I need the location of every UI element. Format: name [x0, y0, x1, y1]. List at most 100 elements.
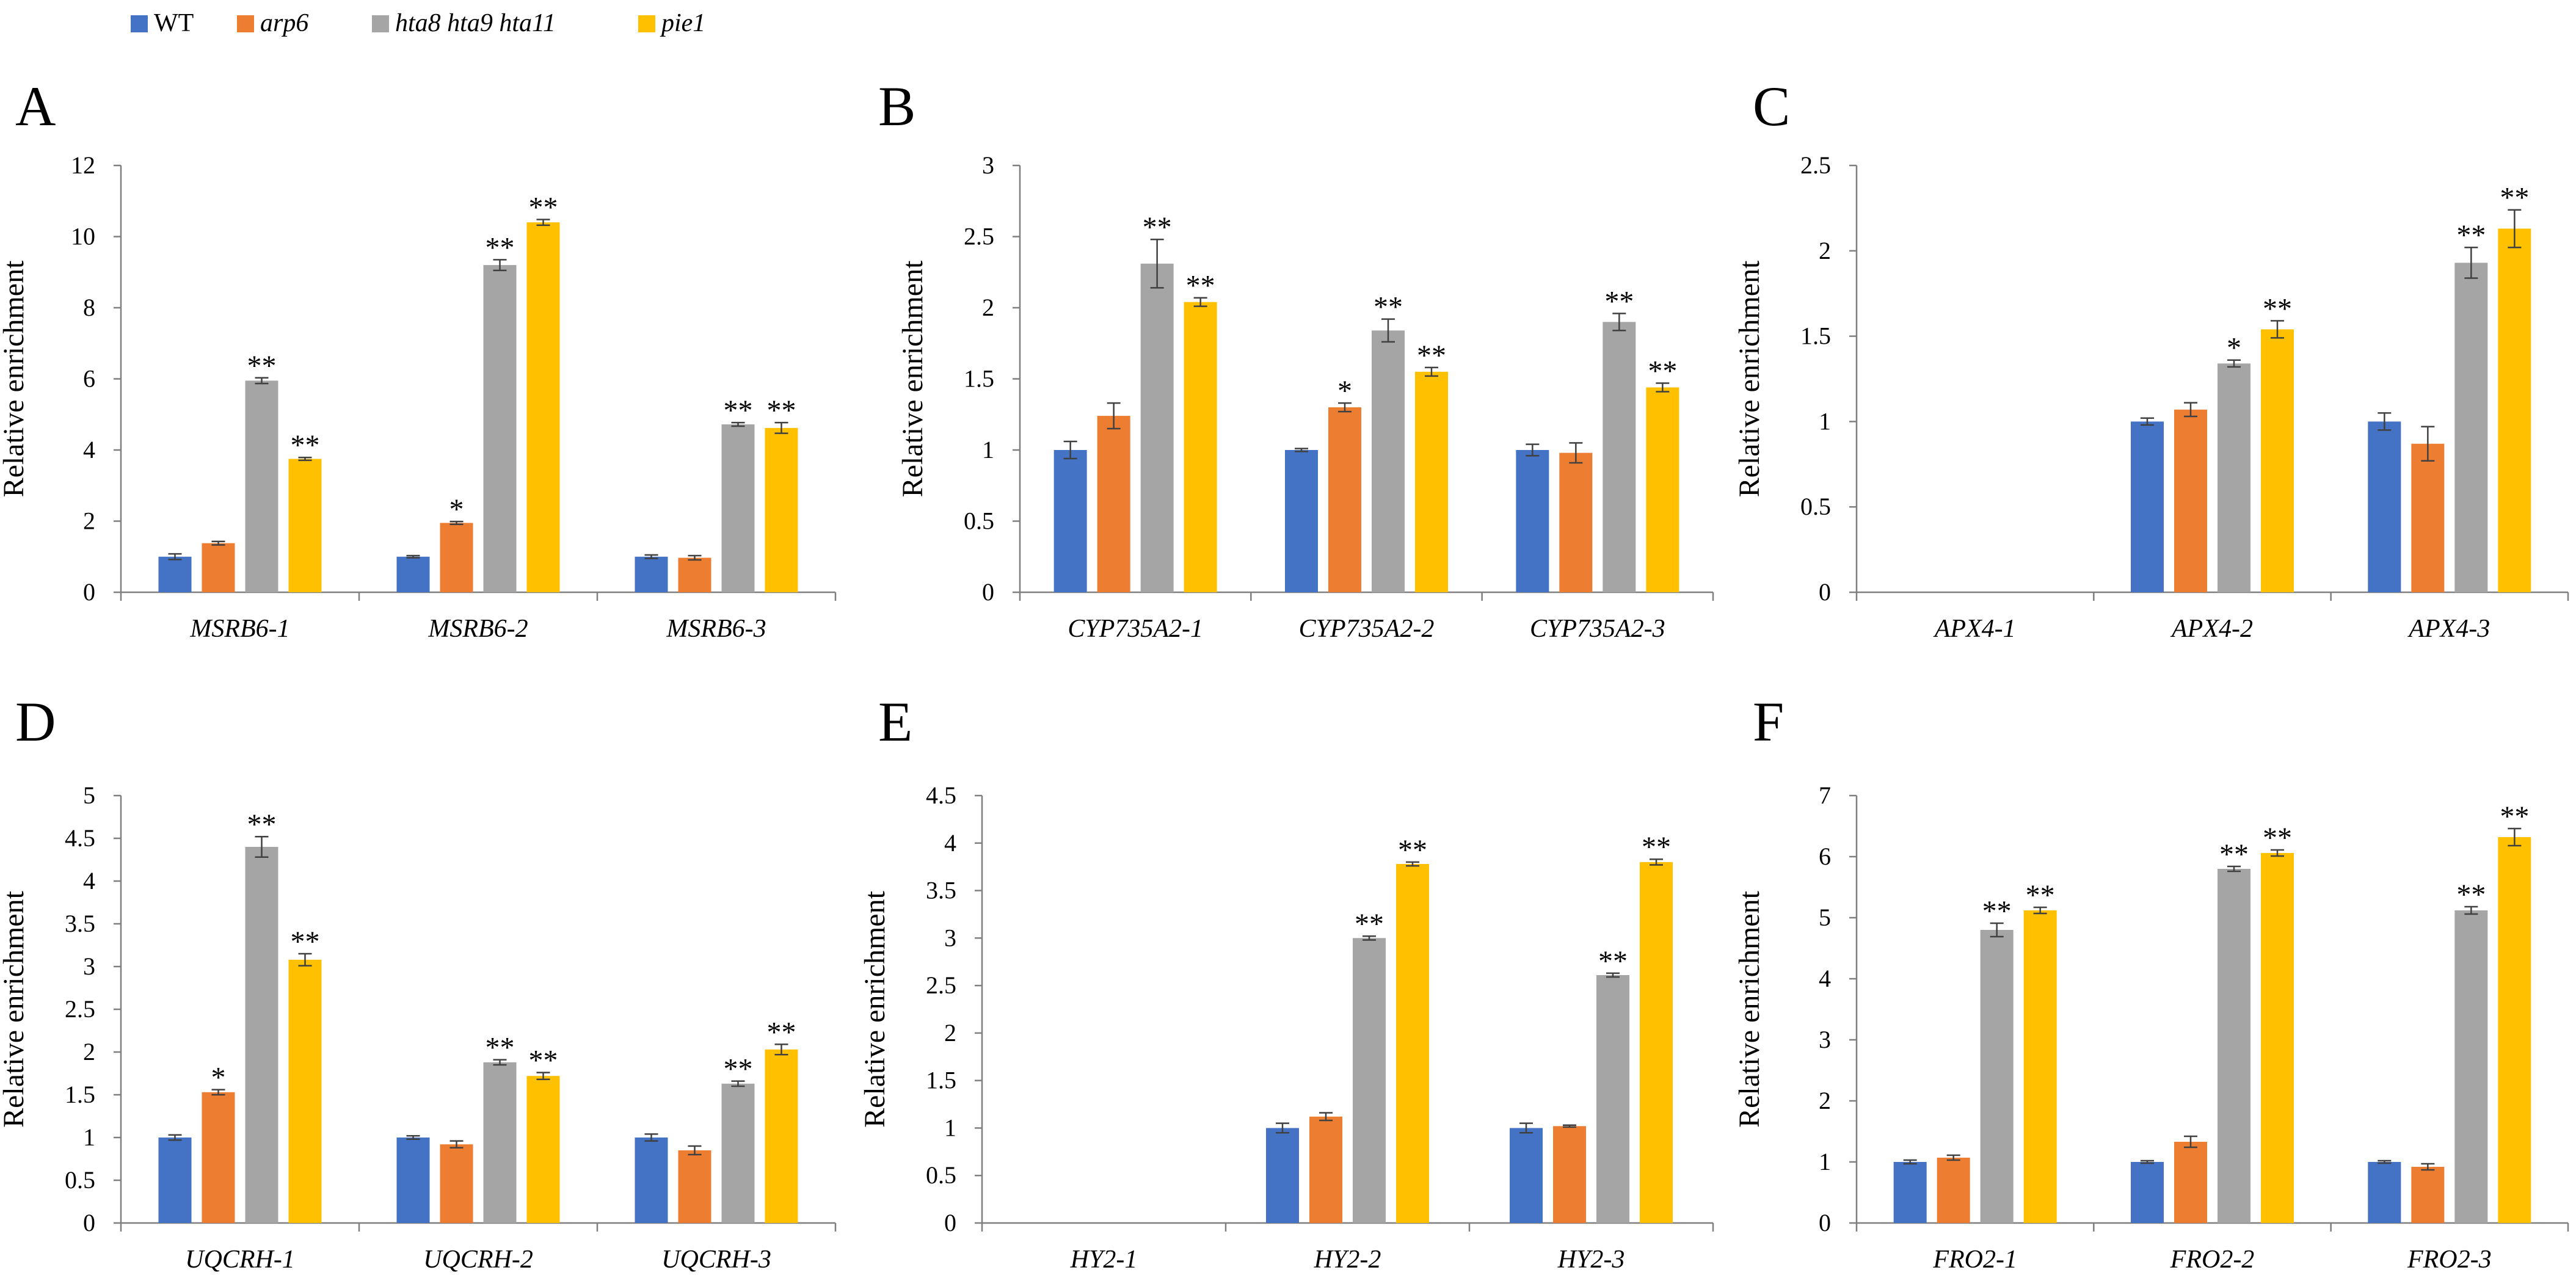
- y-tick-label: 1.5: [926, 1067, 956, 1094]
- bar: [1140, 263, 1174, 592]
- significance-label: **: [2500, 800, 2529, 833]
- significance-label: **: [1417, 339, 1446, 372]
- significance-label: **: [1355, 908, 1384, 940]
- bar: [483, 1062, 517, 1223]
- legend: WT arp6 hta8 hta9 hta11 pie1: [131, 9, 705, 37]
- legend-item: arp6: [237, 9, 308, 37]
- bar: [2454, 263, 2488, 592]
- significance-label: **: [2263, 822, 2292, 854]
- legend-item: WT: [131, 9, 194, 37]
- x-tick-label: UQCRH-2: [423, 1246, 533, 1274]
- bar: [1646, 387, 1679, 592]
- y-tick-label: 10: [71, 223, 95, 250]
- y-tick-label: 3.5: [926, 877, 956, 904]
- significance-label: **: [247, 350, 277, 382]
- y-tick-label: 0.5: [964, 507, 994, 535]
- bar: [1372, 330, 1405, 592]
- significance-label: **: [1642, 831, 1671, 863]
- bar: [1097, 416, 1130, 592]
- bar: [2218, 363, 2250, 592]
- bar: [483, 265, 517, 593]
- significance-label: **: [247, 808, 277, 841]
- y-tick-label: 4.5: [926, 782, 956, 809]
- y-tick-label: 4.5: [65, 824, 95, 852]
- y-tick-label: 0: [83, 578, 95, 606]
- bar: [2411, 1167, 2445, 1223]
- bar: [526, 222, 560, 592]
- bar: [2174, 1142, 2207, 1223]
- significance-label: **: [1604, 285, 1634, 318]
- significance-label: **: [1982, 895, 2012, 927]
- significance-label: **: [1598, 945, 1628, 978]
- panel-c: C 0 0.5 1 1.5 2 2.5 Relative enrichment APX4-1 AP…: [1733, 75, 2569, 643]
- bar: [2131, 421, 2164, 592]
- y-tick-label: 4: [83, 436, 95, 463]
- bar: [2023, 910, 2057, 1223]
- bar: [158, 1138, 192, 1223]
- x-tick-label: APX4-3: [2407, 615, 2490, 643]
- panel-letter: E: [878, 691, 912, 753]
- significance-label: **: [1186, 270, 1215, 302]
- panel-d: D 0 0.5 1 1.5 2 2.5 3 3.5 4 4.5 5 Relative enrichmen…: [0, 691, 837, 1274]
- bar: [1516, 450, 1549, 592]
- bar: [440, 1144, 473, 1223]
- bar: [1328, 407, 1361, 592]
- significance-label: *: [211, 1062, 226, 1094]
- bar: [1640, 862, 1673, 1223]
- significance-label: **: [529, 1045, 558, 1077]
- significance-label: **: [486, 231, 515, 264]
- significance-label: **: [1398, 834, 1427, 866]
- significance-label: *: [1337, 375, 1352, 407]
- y-tick-label: 1: [83, 1123, 95, 1151]
- bar: [1893, 1162, 1927, 1223]
- bar: [288, 959, 322, 1223]
- y-axis-title: Relative enrichment: [1733, 260, 1766, 498]
- bar: [2368, 421, 2401, 592]
- legend-item: hta8 hta9 hta11: [372, 9, 556, 37]
- bar: [245, 380, 278, 592]
- legend-swatch: [131, 15, 148, 32]
- bar: [721, 1083, 755, 1223]
- bar: [2131, 1162, 2164, 1223]
- bar: [635, 556, 668, 592]
- y-tick-label: 0.5: [1800, 493, 1831, 520]
- panel-letter: A: [15, 75, 56, 137]
- panel-f: F 0 1 2 3 4 5 6 7 Relative enrichment FRO2-1 ** ** FR…: [1733, 691, 2569, 1274]
- significance-label: **: [724, 394, 753, 427]
- legend-label: pie1: [660, 9, 705, 37]
- bar: [1596, 975, 1629, 1223]
- y-axis-title: Relative enrichment: [0, 890, 30, 1128]
- legend-label: WT: [154, 9, 194, 37]
- bar: [2174, 409, 2207, 592]
- significance-label: **: [2263, 292, 2292, 325]
- x-tick-label: FRO2-1: [1932, 1246, 2017, 1274]
- y-tick-label: 2.5: [964, 223, 994, 250]
- y-tick-label: 4: [83, 867, 95, 895]
- y-tick-label: 0.5: [65, 1166, 95, 1194]
- y-tick-label: 2.5: [926, 971, 956, 999]
- bar: [526, 1076, 560, 1223]
- bar: [2261, 853, 2294, 1223]
- y-tick-label: 6: [1819, 843, 1831, 870]
- significance-label: **: [1143, 211, 1172, 244]
- panel-letter: B: [878, 75, 915, 137]
- x-tick-label: UQCRH-1: [185, 1246, 295, 1274]
- y-axis-title: Relative enrichment: [859, 890, 891, 1128]
- significance-label: *: [2227, 332, 2241, 365]
- y-tick-label: 1: [1819, 1148, 1831, 1175]
- bar: [2218, 869, 2250, 1223]
- significance-label: **: [291, 429, 320, 462]
- bar: [1053, 450, 1087, 592]
- y-tick-label: 2.5: [1800, 151, 1831, 179]
- bar: [765, 1049, 798, 1223]
- bar: [721, 424, 755, 592]
- y-axis-title: Relative enrichment: [1733, 890, 1766, 1128]
- y-tick-label: 3.5: [65, 910, 95, 937]
- bar: [1510, 1128, 1543, 1223]
- bar: [678, 557, 711, 592]
- bar: [2368, 1162, 2401, 1223]
- bar: [396, 556, 430, 592]
- significance-label: **: [2026, 879, 2055, 912]
- significance-label: **: [291, 926, 320, 958]
